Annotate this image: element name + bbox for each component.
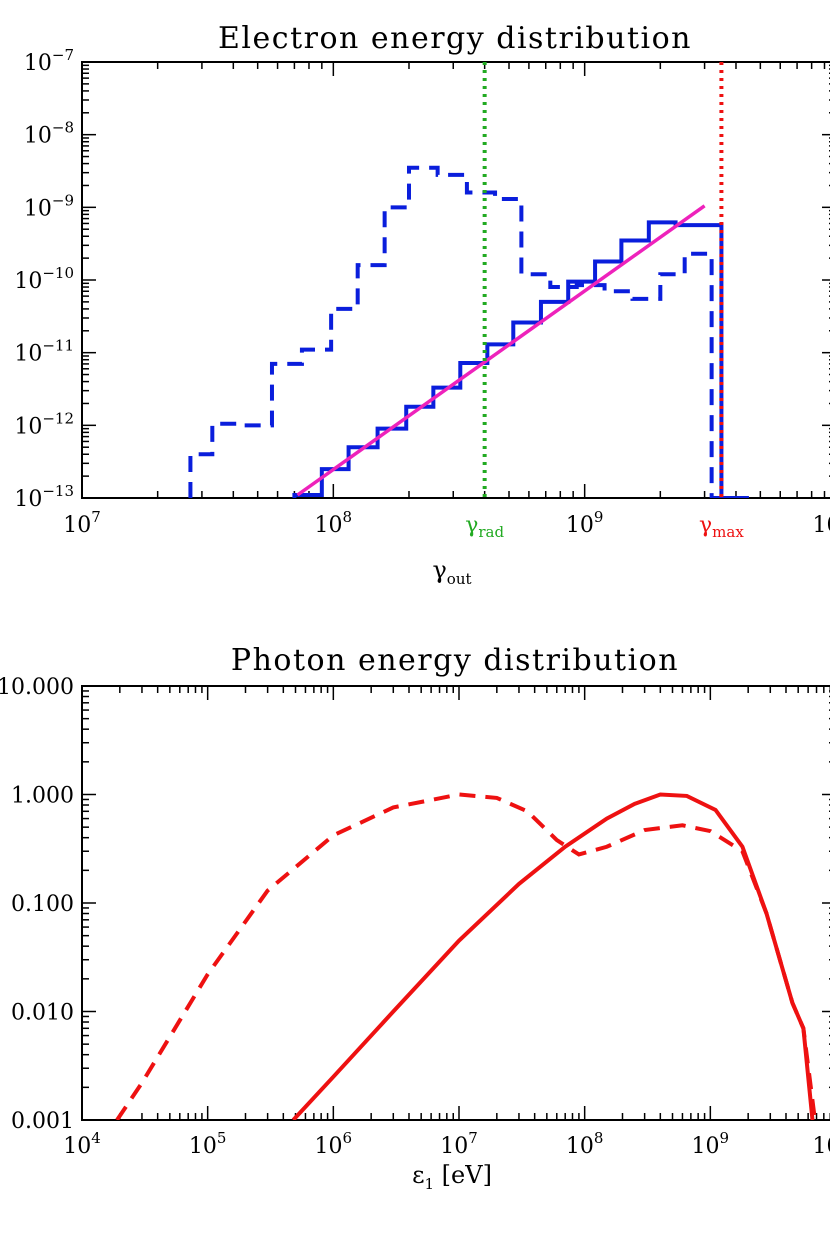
tick-exponent: 9 xyxy=(594,508,604,526)
electron-y-tick-label: 10−12 xyxy=(14,409,74,439)
tick-exponent: −8 xyxy=(52,119,74,137)
tick-exponent: −11 xyxy=(42,337,74,355)
tick-base: 10 xyxy=(566,1134,594,1159)
electron-y-tick-label: 10−11 xyxy=(14,337,74,367)
electron-y-tick-label: 10−9 xyxy=(24,191,74,221)
electron-x-axis-label: γout xyxy=(432,556,471,588)
vline-label-sub: rad xyxy=(478,523,504,541)
tick-exponent: −9 xyxy=(52,191,74,209)
tick-base: 10 xyxy=(14,414,42,439)
tick-base: 10 xyxy=(315,513,343,538)
tick-base: 10 xyxy=(14,487,42,512)
electron-x-label-sub: out xyxy=(447,570,472,588)
electron-y-tick-label: 10−10 xyxy=(14,264,74,294)
electron-x-tick-label: 107 xyxy=(63,508,101,538)
electron-series-group xyxy=(188,165,749,498)
tick-base: 10 xyxy=(24,196,52,221)
photon-series-1-line xyxy=(115,792,817,1120)
electron-energy-panel: Electron energy distribution γout 107 108… xyxy=(14,21,830,588)
tick-exponent: 7 xyxy=(468,1129,478,1147)
tick-base: 10 xyxy=(14,342,42,367)
tick-base: 10 xyxy=(812,513,830,538)
electron-vline-label-max: γmax xyxy=(699,513,744,541)
electron-chart-title: Electron energy distribution xyxy=(218,21,692,56)
photon-x-tick-label: 108 xyxy=(566,1129,604,1159)
photon-x-tick-label: 105 xyxy=(189,1129,227,1159)
tick-exponent: −13 xyxy=(42,482,74,500)
photon-x-label-main: ε xyxy=(412,1161,424,1189)
tick-base: 10 xyxy=(440,1134,468,1159)
photon-y-tick-label: 0.100 xyxy=(11,892,74,917)
electron-x-tick-label: 108 xyxy=(315,508,353,538)
tick-exponent: −10 xyxy=(42,264,74,282)
photon-energy-panel: Photon energy distribution ε1 [eV] 104 10… xyxy=(0,643,830,1193)
electron-plot-frame xyxy=(81,61,830,499)
tick-exponent: 6 xyxy=(343,1129,353,1147)
photon-y-tick-label: 1.000 xyxy=(11,784,74,809)
tick-base: 10 xyxy=(692,1134,720,1159)
electron-y-tick-label: 10−13 xyxy=(14,482,74,512)
vline-label-main: γ xyxy=(465,513,478,538)
tick-exponent: 9 xyxy=(720,1129,730,1147)
photon-series-group xyxy=(115,792,817,1120)
tick-base: 10 xyxy=(63,1134,91,1159)
photon-x-axis-label: ε1 [eV] xyxy=(412,1161,492,1193)
tick-base: 10 xyxy=(24,51,52,76)
electron-series-1-line xyxy=(188,165,749,498)
tick-exponent: 4 xyxy=(91,1129,101,1147)
tick-base: 10 xyxy=(812,1134,830,1159)
vline-label-main: γ xyxy=(699,513,712,538)
photon-y-tick-label: 10.000 xyxy=(0,675,74,700)
electron-series-0-line xyxy=(292,220,749,498)
electron-vline-label-rad: γrad xyxy=(465,513,504,541)
tick-exponent: −12 xyxy=(42,409,74,427)
tick-base: 10 xyxy=(189,1134,217,1159)
photon-x-tick-label: 106 xyxy=(315,1129,353,1159)
photon-chart-title: Photon energy distribution xyxy=(231,643,679,678)
electron-x-tick-label: 109 xyxy=(566,508,604,538)
tick-exponent: 8 xyxy=(343,508,353,526)
tick-base: 10 xyxy=(315,1134,343,1159)
photon-y-tick-label: 0.010 xyxy=(11,1001,74,1026)
electron-series-2-line xyxy=(296,204,706,497)
tick-base: 10 xyxy=(14,269,42,294)
tick-base: 10 xyxy=(24,124,52,149)
tick-base: 10 xyxy=(566,513,594,538)
electron-y-tick-label: 10−8 xyxy=(24,119,74,149)
photon-plot-frame xyxy=(81,685,830,1121)
tick-exponent: −7 xyxy=(52,46,74,64)
photon-x-label-sub: 1 xyxy=(425,1175,435,1193)
electron-y-tick-label: 10−7 xyxy=(24,46,74,76)
photon-x-tick-label: 104 xyxy=(63,1129,101,1159)
photon-x-tick-label: 107 xyxy=(440,1129,478,1159)
vline-label-sub: max xyxy=(712,523,744,541)
tick-base: 10 xyxy=(63,513,91,538)
photon-y-tick-label: 0.001 xyxy=(11,1109,74,1134)
tick-exponent: 8 xyxy=(594,1129,604,1147)
electron-x-label-main: γ xyxy=(432,556,446,584)
tick-exponent: 5 xyxy=(217,1129,227,1147)
photon-x-tick-label: 109 xyxy=(692,1129,730,1159)
tick-exponent: 7 xyxy=(91,508,101,526)
photon-series-0-line xyxy=(291,792,815,1120)
photon-x-label-unit: [eV] xyxy=(434,1161,492,1189)
